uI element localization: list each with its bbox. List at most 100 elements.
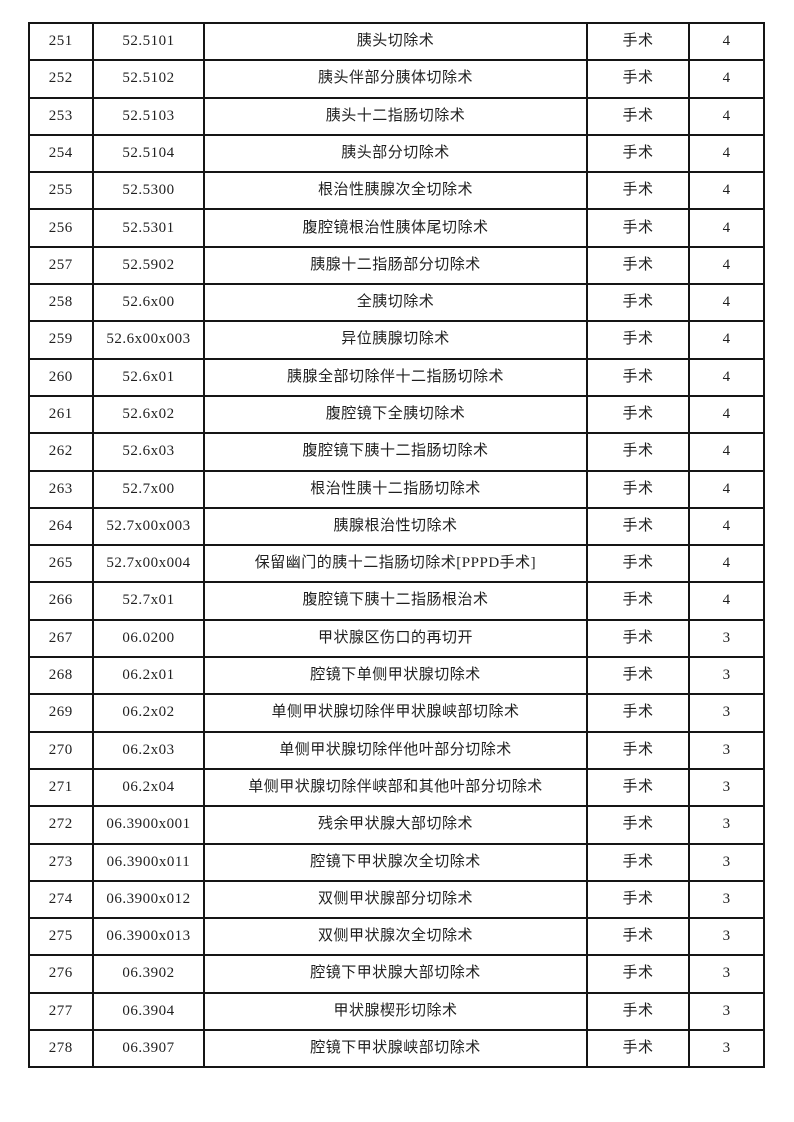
code-cell: 52.5301 <box>91 208 206 248</box>
code-cell: 06.3900x011 <box>91 842 206 882</box>
level-cell: 4 <box>688 21 765 62</box>
table-row: 276 06.3902 腔镜下甲状腺大部切除术 手术 3 <box>28 954 765 994</box>
category-cell: 手术 <box>585 59 691 99</box>
index-cell: 261 <box>28 394 94 435</box>
name-cell: 胰腺根治性切除术 <box>203 506 588 547</box>
name-cell: 胰头部分切除术 <box>203 133 588 174</box>
name-cell: 胰腺十二指肠部分切除术 <box>203 245 588 286</box>
code-cell: 06.3900x001 <box>91 805 206 845</box>
level-cell: 4 <box>688 469 765 509</box>
code-cell: 52.7x01 <box>91 581 206 621</box>
level-cell: 3 <box>688 842 765 882</box>
category-cell: 手术 <box>585 581 691 621</box>
index-cell: 263 <box>28 469 94 509</box>
level-cell: 4 <box>688 208 765 248</box>
code-cell: 52.5104 <box>91 133 206 174</box>
category-cell: 手术 <box>585 879 691 920</box>
level-cell: 3 <box>688 805 765 845</box>
category-cell: 手术 <box>585 245 691 286</box>
code-cell: 06.0200 <box>91 618 206 659</box>
code-cell: 06.3907 <box>91 1029 206 1069</box>
category-cell: 手术 <box>585 618 691 659</box>
table-row: 277 06.3904 甲状腺楔形切除术 手术 3 <box>28 991 765 1032</box>
category-cell: 手术 <box>585 1029 691 1069</box>
level-cell: 3 <box>688 954 765 994</box>
table-row: 269 06.2x02 单侧甲状腺切除伴甲状腺峡部切除术 手术 3 <box>28 693 765 733</box>
name-cell: 保留幽门的胰十二指肠切除术[PPPD手术] <box>203 544 588 584</box>
index-cell: 276 <box>28 954 94 994</box>
level-cell: 4 <box>688 544 765 584</box>
index-cell: 273 <box>28 842 94 882</box>
level-cell: 3 <box>688 730 765 770</box>
code-cell: 52.7x00x004 <box>91 544 206 584</box>
category-cell: 手术 <box>585 357 691 397</box>
table-row: 254 52.5104 胰头部分切除术 手术 4 <box>28 133 765 174</box>
index-cell: 255 <box>28 171 94 211</box>
code-cell: 06.2x02 <box>91 693 206 733</box>
table-row: 275 06.3900x013 双侧甲状腺次全切除术 手术 3 <box>28 917 765 957</box>
level-cell: 3 <box>688 991 765 1032</box>
category-cell: 手术 <box>585 432 691 472</box>
index-cell: 277 <box>28 991 94 1032</box>
level-cell: 3 <box>688 767 765 808</box>
table-row: 274 06.3900x012 双侧甲状腺部分切除术 手术 3 <box>28 879 765 920</box>
document-page: 251 52.5101 胰头切除术 手术 4 252 52.5102 胰头伴部分胰体切除术 手术… <box>28 21 765 1069</box>
index-cell: 266 <box>28 581 94 621</box>
name-cell: 胰头切除术 <box>203 21 588 62</box>
table-row: 272 06.3900x001 残余甲状腺大部切除术 手术 3 <box>28 805 765 845</box>
table-row: 259 52.6x00x003 异位胰腺切除术 手术 4 <box>28 320 765 360</box>
table-row: 256 52.5301 腹腔镜根治性胰体尾切除术 手术 4 <box>28 208 765 248</box>
table-row: 261 52.6x02 腹腔镜下全胰切除术 手术 4 <box>28 394 765 435</box>
name-cell: 甲状腺区伤口的再切开 <box>203 618 588 659</box>
name-cell: 腹腔镜下全胰切除术 <box>203 394 588 435</box>
code-cell: 52.7x00 <box>91 469 206 509</box>
category-cell: 手术 <box>585 991 691 1032</box>
table-row: 273 06.3900x011 腔镜下甲状腺次全切除术 手术 3 <box>28 842 765 882</box>
procedure-table: 251 52.5101 胰头切除术 手术 4 252 52.5102 胰头伴部分胰体切除术 手术… <box>28 21 765 1069</box>
index-cell: 258 <box>28 283 94 323</box>
code-cell: 06.3904 <box>91 991 206 1032</box>
category-cell: 手术 <box>585 842 691 882</box>
level-cell: 3 <box>688 618 765 659</box>
index-cell: 262 <box>28 432 94 472</box>
index-cell: 268 <box>28 656 94 696</box>
name-cell: 胰头十二指肠切除术 <box>203 96 588 136</box>
table-row: 271 06.2x04 单侧甲状腺切除伴峡部和其他叶部分切除术 手术 3 <box>28 767 765 808</box>
index-cell: 269 <box>28 693 94 733</box>
category-cell: 手术 <box>585 21 691 62</box>
level-cell: 4 <box>688 245 765 286</box>
level-cell: 4 <box>688 283 765 323</box>
name-cell: 腔镜下单侧甲状腺切除术 <box>203 656 588 696</box>
category-cell: 手术 <box>585 693 691 733</box>
index-cell: 264 <box>28 506 94 547</box>
level-cell: 3 <box>688 656 765 696</box>
level-cell: 3 <box>688 879 765 920</box>
table-row: 278 06.3907 腔镜下甲状腺峡部切除术 手术 3 <box>28 1029 765 1069</box>
code-cell: 52.6x01 <box>91 357 206 397</box>
level-cell: 4 <box>688 59 765 99</box>
table-row: 251 52.5101 胰头切除术 手术 4 <box>28 21 765 62</box>
level-cell: 4 <box>688 171 765 211</box>
table-row: 253 52.5103 胰头十二指肠切除术 手术 4 <box>28 96 765 136</box>
level-cell: 4 <box>688 581 765 621</box>
index-cell: 275 <box>28 917 94 957</box>
code-cell: 52.6x02 <box>91 394 206 435</box>
table-row: 264 52.7x00x003 胰腺根治性切除术 手术 4 <box>28 506 765 547</box>
category-cell: 手术 <box>585 394 691 435</box>
index-cell: 253 <box>28 96 94 136</box>
name-cell: 根治性胰腺次全切除术 <box>203 171 588 211</box>
index-cell: 256 <box>28 208 94 248</box>
category-cell: 手术 <box>585 283 691 323</box>
category-cell: 手术 <box>585 171 691 211</box>
level-cell: 4 <box>688 506 765 547</box>
category-cell: 手术 <box>585 133 691 174</box>
name-cell: 双侧甲状腺部分切除术 <box>203 879 588 920</box>
index-cell: 267 <box>28 618 94 659</box>
table-row: 270 06.2x03 单侧甲状腺切除伴他叶部分切除术 手术 3 <box>28 730 765 770</box>
code-cell: 52.6x00x003 <box>91 320 206 360</box>
category-cell: 手术 <box>585 506 691 547</box>
name-cell: 单侧甲状腺切除伴峡部和其他叶部分切除术 <box>203 767 588 808</box>
category-cell: 手术 <box>585 469 691 509</box>
category-cell: 手术 <box>585 954 691 994</box>
name-cell: 胰腺全部切除伴十二指肠切除术 <box>203 357 588 397</box>
